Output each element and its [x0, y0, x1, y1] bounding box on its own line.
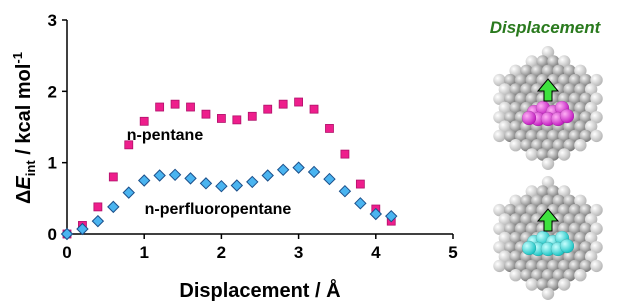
atom — [590, 130, 602, 142]
diamond-marker — [309, 166, 320, 177]
diamond-marker — [185, 173, 196, 184]
x-tick-label: 1 — [139, 243, 148, 262]
atom — [558, 148, 570, 160]
y-tick-label: 2 — [48, 82, 57, 101]
y-tick-label: 1 — [48, 154, 57, 173]
diamond-marker — [293, 162, 304, 173]
series-label: n-perfluoropentane — [145, 201, 292, 218]
x-tick-label: 0 — [62, 243, 71, 262]
diamond-marker — [154, 170, 165, 181]
x-tick-label: 3 — [294, 243, 303, 262]
y-label-sub: int — [23, 160, 38, 177]
square-marker — [279, 100, 287, 108]
diamond-marker — [139, 175, 150, 186]
square-marker — [109, 173, 117, 181]
molecule-atom — [522, 111, 536, 125]
atom — [558, 278, 570, 290]
panel-title: Displacement — [490, 18, 602, 37]
y-tick-label: 3 — [48, 11, 57, 30]
square-marker — [325, 124, 333, 132]
square-marker — [341, 150, 349, 158]
atom — [542, 288, 554, 300]
figure: Displacement ΔEint / kcal mol-1 Displace… — [0, 0, 618, 305]
square-marker — [171, 100, 179, 108]
molecule-panels — [493, 46, 602, 300]
square-marker — [140, 117, 148, 125]
square-marker — [356, 180, 364, 188]
x-tick-label: 2 — [217, 243, 226, 262]
diamond-marker — [231, 180, 242, 191]
atom — [526, 148, 538, 160]
molecule-panel — [493, 176, 602, 300]
atom — [574, 139, 586, 151]
diamond-marker — [262, 170, 273, 181]
atom — [574, 269, 586, 281]
x-tick-label: 5 — [448, 243, 457, 262]
diamond-marker — [247, 176, 258, 187]
atom — [509, 269, 521, 281]
y-label-sup: -1 — [10, 52, 25, 64]
y-label-delta: Δ — [13, 190, 35, 204]
diamond-marker — [355, 198, 366, 209]
diamond-marker — [108, 201, 119, 212]
square-marker — [264, 105, 272, 113]
square-marker — [310, 105, 318, 113]
square-marker — [248, 112, 256, 120]
diamond-marker — [339, 186, 350, 197]
molecule-panel — [493, 46, 602, 170]
y-label-unit: / kcal mol — [13, 64, 35, 161]
square-marker — [233, 116, 241, 124]
molecule-atom — [560, 109, 574, 123]
square-marker — [295, 98, 303, 106]
atom — [509, 139, 521, 151]
x-axis-label: Displacement / Å — [179, 278, 340, 302]
square-marker — [156, 103, 164, 111]
y-label-symbol: E — [13, 176, 35, 190]
atom — [590, 260, 602, 272]
atom — [493, 260, 505, 272]
square-marker — [187, 103, 195, 111]
diamond-marker — [278, 164, 289, 175]
molecule-atom — [522, 241, 536, 255]
square-marker — [202, 110, 210, 118]
atom — [526, 278, 538, 290]
y-axis-label: ΔEint / kcal mol-1 — [10, 52, 38, 204]
series-label: n-pentane — [127, 127, 204, 144]
diamond-marker — [216, 181, 227, 192]
square-marker — [94, 203, 102, 211]
atom — [542, 158, 554, 170]
y-tick-label: 0 — [48, 225, 57, 244]
molecule-atom — [560, 239, 574, 253]
diamond-marker — [200, 178, 211, 189]
diamond-marker — [170, 169, 181, 180]
diamond-marker — [123, 187, 134, 198]
x-tick-label: 4 — [371, 243, 381, 262]
diamond-marker — [324, 174, 335, 185]
diamond-marker — [92, 216, 103, 227]
square-marker — [217, 114, 225, 122]
atom — [493, 130, 505, 142]
